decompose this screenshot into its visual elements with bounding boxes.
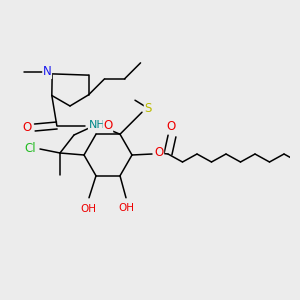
Text: O: O	[22, 121, 32, 134]
Text: OH: OH	[118, 203, 134, 213]
Text: S: S	[144, 102, 152, 115]
Text: O: O	[154, 146, 164, 160]
Text: O: O	[167, 121, 176, 134]
Text: N: N	[43, 65, 52, 78]
Text: NH: NH	[88, 119, 105, 130]
Text: Cl: Cl	[24, 142, 36, 154]
Text: O: O	[103, 119, 112, 132]
Text: OH: OH	[80, 204, 96, 214]
